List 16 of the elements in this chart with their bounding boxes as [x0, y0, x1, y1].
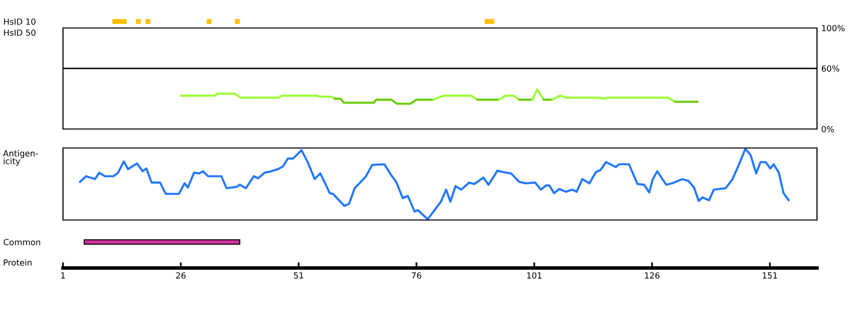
x-tick-label: 51 — [294, 272, 304, 279]
y-tick-label: HsID 10 — [4, 18, 36, 25]
y-tick-label: HsID 50 — [4, 29, 36, 36]
y-tick-label: 100% — [822, 24, 845, 32]
x-tick-label: 1 — [61, 272, 65, 278]
y-tick-label: 0% — [822, 126, 834, 132]
y-axis-title: Antigen- icity — [3, 150, 38, 166]
x-tick-label: 26 — [176, 272, 186, 279]
y-tick-label: 60% — [822, 65, 840, 72]
line-series — [551, 94, 676, 103]
x-tick-label: 76 — [412, 272, 422, 279]
x-tick-label: 126 — [645, 272, 660, 279]
x-tick-label: 151 — [762, 272, 778, 279]
x-axis-title: Protein — [4, 259, 32, 266]
x-tick-label: 101 — [527, 272, 542, 279]
y-tick-label: Common — [4, 238, 40, 246]
